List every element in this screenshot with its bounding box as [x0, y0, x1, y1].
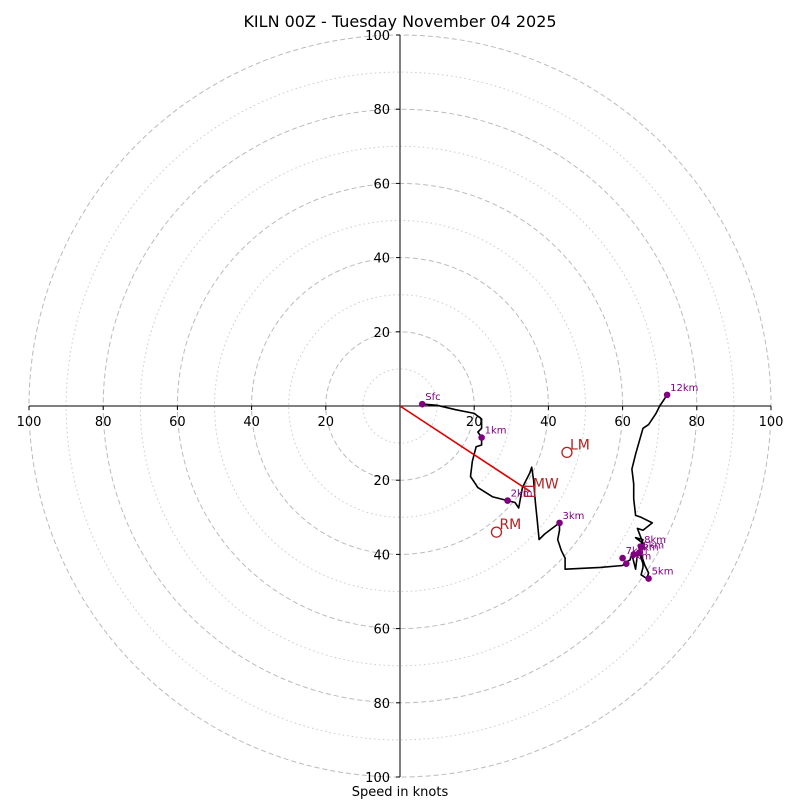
x-tick-label: 60: [169, 415, 186, 430]
height-marker-dot: [619, 554, 626, 562]
height-marker-label: 12km: [670, 383, 698, 394]
x-tick-label: 80: [689, 415, 706, 430]
y-tick-label: 40: [373, 548, 390, 563]
x-tick-label: 80: [95, 415, 112, 430]
y-tick-label: 100: [365, 771, 390, 786]
height-marker-dot: [630, 551, 638, 558]
storm-motion-label: LM: [570, 437, 590, 453]
x-tick-label: 100: [759, 415, 784, 430]
height-marker-dot: [418, 400, 426, 408]
storm-motion-lm-marker: [561, 446, 573, 459]
height-marker-label: 2km: [511, 489, 533, 500]
height-marker-label: Sfc: [425, 392, 440, 403]
mean-wind-vector: [399, 405, 531, 492]
height-marker-label: 6km: [642, 541, 664, 552]
y-tick-label: 20: [373, 474, 390, 489]
storm-motion-label: MW: [533, 476, 559, 492]
x-tick-label: 20: [318, 415, 335, 430]
height-marker-dot: [556, 519, 563, 527]
y-tick-label: 80: [373, 103, 390, 118]
height-marker-label: 9km: [637, 542, 659, 553]
hodograph-trace: [422, 394, 668, 580]
x-tick-label: 20: [466, 415, 483, 430]
hodograph-series: [422, 394, 668, 580]
height-marker-dot: [504, 497, 511, 504]
storm-motion-rm-marker: [490, 526, 503, 538]
storm-motions: LM MW RM: [399, 405, 590, 538]
y-tick-label: 60: [373, 623, 390, 638]
height-marker-label: 5km: [652, 567, 674, 578]
storm-motion-label: RM: [499, 517, 521, 533]
height-marker-dot: [645, 575, 652, 582]
y-tick-label: 80: [373, 697, 390, 712]
y-tick-label: 60: [373, 177, 390, 192]
height-marker-dot: [635, 549, 643, 556]
y-tick-label: 100: [365, 29, 390, 44]
x-axis-label: Speed in knots: [352, 785, 449, 800]
height-marker-label: 3km: [563, 511, 585, 522]
x-tick-label: 40: [540, 415, 557, 430]
x-tick-label: 60: [614, 415, 631, 430]
chart-title: KILN 00Z - Tuesday November 04 2025: [243, 12, 556, 31]
height-marker-dot: [623, 560, 630, 567]
x-tick-label: 40: [243, 415, 260, 430]
height-marker-label: 4km: [629, 552, 651, 563]
height-marker-dot: [663, 391, 671, 399]
height-marker-label: 1km: [485, 426, 507, 437]
height-marker-label: 7km: [626, 546, 648, 557]
height-marker-label: 8km: [644, 535, 666, 546]
height-marker-dot: [478, 434, 485, 441]
storm-motion-mw-marker: [524, 485, 536, 497]
x-tick-label: 100: [17, 415, 42, 430]
y-tick-label: 40: [373, 252, 390, 267]
y-tick-label: 20: [373, 326, 390, 341]
height-marker-dot: [637, 543, 645, 551]
tick-labels: 100 100 80 80 60 60 40 40 20 20 20 20 40 40 60 60 80 80 10…: [17, 29, 784, 786]
